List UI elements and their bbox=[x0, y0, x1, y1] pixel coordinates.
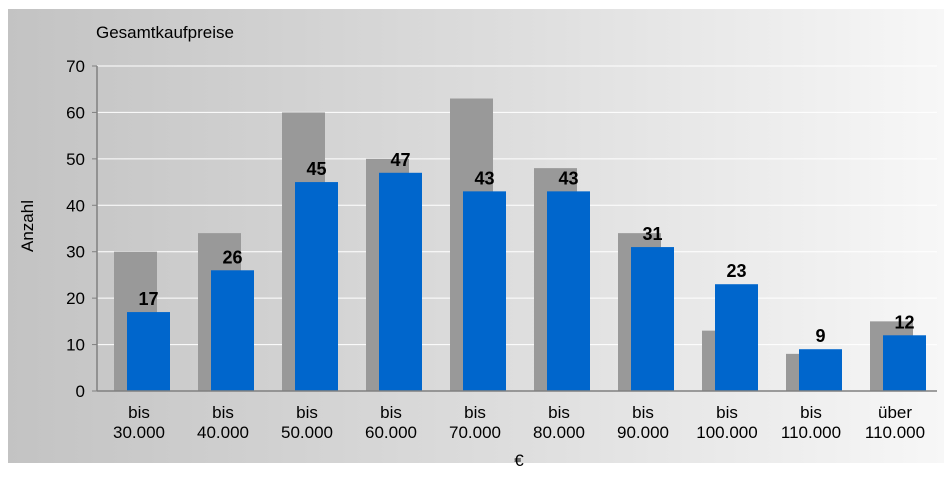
x-tick-label: 110.000 bbox=[865, 423, 925, 442]
data-label: 45 bbox=[306, 159, 326, 179]
bar-series-2 bbox=[715, 284, 758, 391]
x-tick-label: 110.000 bbox=[781, 423, 841, 442]
x-tick-label: über bbox=[878, 403, 912, 422]
x-tick-label: 50.000 bbox=[281, 423, 333, 442]
y-tick-label: 20 bbox=[66, 289, 85, 308]
data-label: 31 bbox=[642, 224, 662, 244]
bar-series-2 bbox=[799, 349, 842, 391]
y-tick-label: 60 bbox=[66, 103, 85, 122]
bar-series-2 bbox=[463, 191, 506, 391]
x-tick-label: 90.000 bbox=[617, 423, 669, 442]
data-label: 43 bbox=[558, 168, 578, 188]
x-tick-label: 100.000 bbox=[696, 423, 757, 442]
x-tick-label: bis bbox=[212, 403, 234, 422]
axes: 010203040506070bis30.000bis40.000bis50.0… bbox=[66, 57, 937, 442]
y-tick-label: 70 bbox=[66, 57, 85, 76]
bar-series-2 bbox=[547, 191, 590, 391]
bar-series-2 bbox=[631, 247, 674, 391]
x-tick-label: 40.000 bbox=[197, 423, 249, 442]
bar-series-2 bbox=[127, 312, 170, 391]
x-tick-label: bis bbox=[632, 403, 654, 422]
y-tick-label: 30 bbox=[66, 243, 85, 262]
bars: 17 26 45 47 43 43 31 23 9 12 bbox=[114, 98, 926, 391]
x-tick-label: bis bbox=[800, 403, 822, 422]
data-label: 12 bbox=[894, 312, 914, 332]
data-label: 17 bbox=[138, 289, 158, 309]
x-tick-label: bis bbox=[128, 403, 150, 422]
x-tick-label: 80.000 bbox=[533, 423, 585, 442]
x-tick-label: bis bbox=[548, 403, 570, 422]
x-tick-label: 60.000 bbox=[365, 423, 417, 442]
data-label: 47 bbox=[390, 150, 410, 170]
data-label: 26 bbox=[222, 247, 242, 267]
data-label: 43 bbox=[474, 168, 494, 188]
y-tick-label: 0 bbox=[76, 382, 85, 401]
x-tick-label: bis bbox=[716, 403, 738, 422]
x-tick-label: bis bbox=[296, 403, 318, 422]
x-tick-label: bis bbox=[380, 403, 402, 422]
y-tick-label: 10 bbox=[66, 336, 85, 355]
bar-series-2 bbox=[211, 270, 254, 391]
y-axis-label: Anzahl bbox=[18, 200, 37, 252]
bar-series-2 bbox=[379, 172, 422, 391]
bar-series-2 bbox=[883, 335, 926, 391]
data-label: 23 bbox=[726, 261, 746, 281]
x-tick-label: 30.000 bbox=[113, 423, 165, 442]
x-axis-label: € bbox=[514, 451, 524, 470]
y-tick-label: 40 bbox=[66, 196, 85, 215]
x-tick-label: 70.000 bbox=[449, 423, 501, 442]
x-tick-label: bis bbox=[464, 403, 486, 422]
chart-title: Gesamtkaufpreise bbox=[96, 23, 234, 42]
bar-series-2 bbox=[295, 182, 338, 391]
y-tick-label: 50 bbox=[66, 150, 85, 169]
data-label: 9 bbox=[815, 326, 825, 346]
